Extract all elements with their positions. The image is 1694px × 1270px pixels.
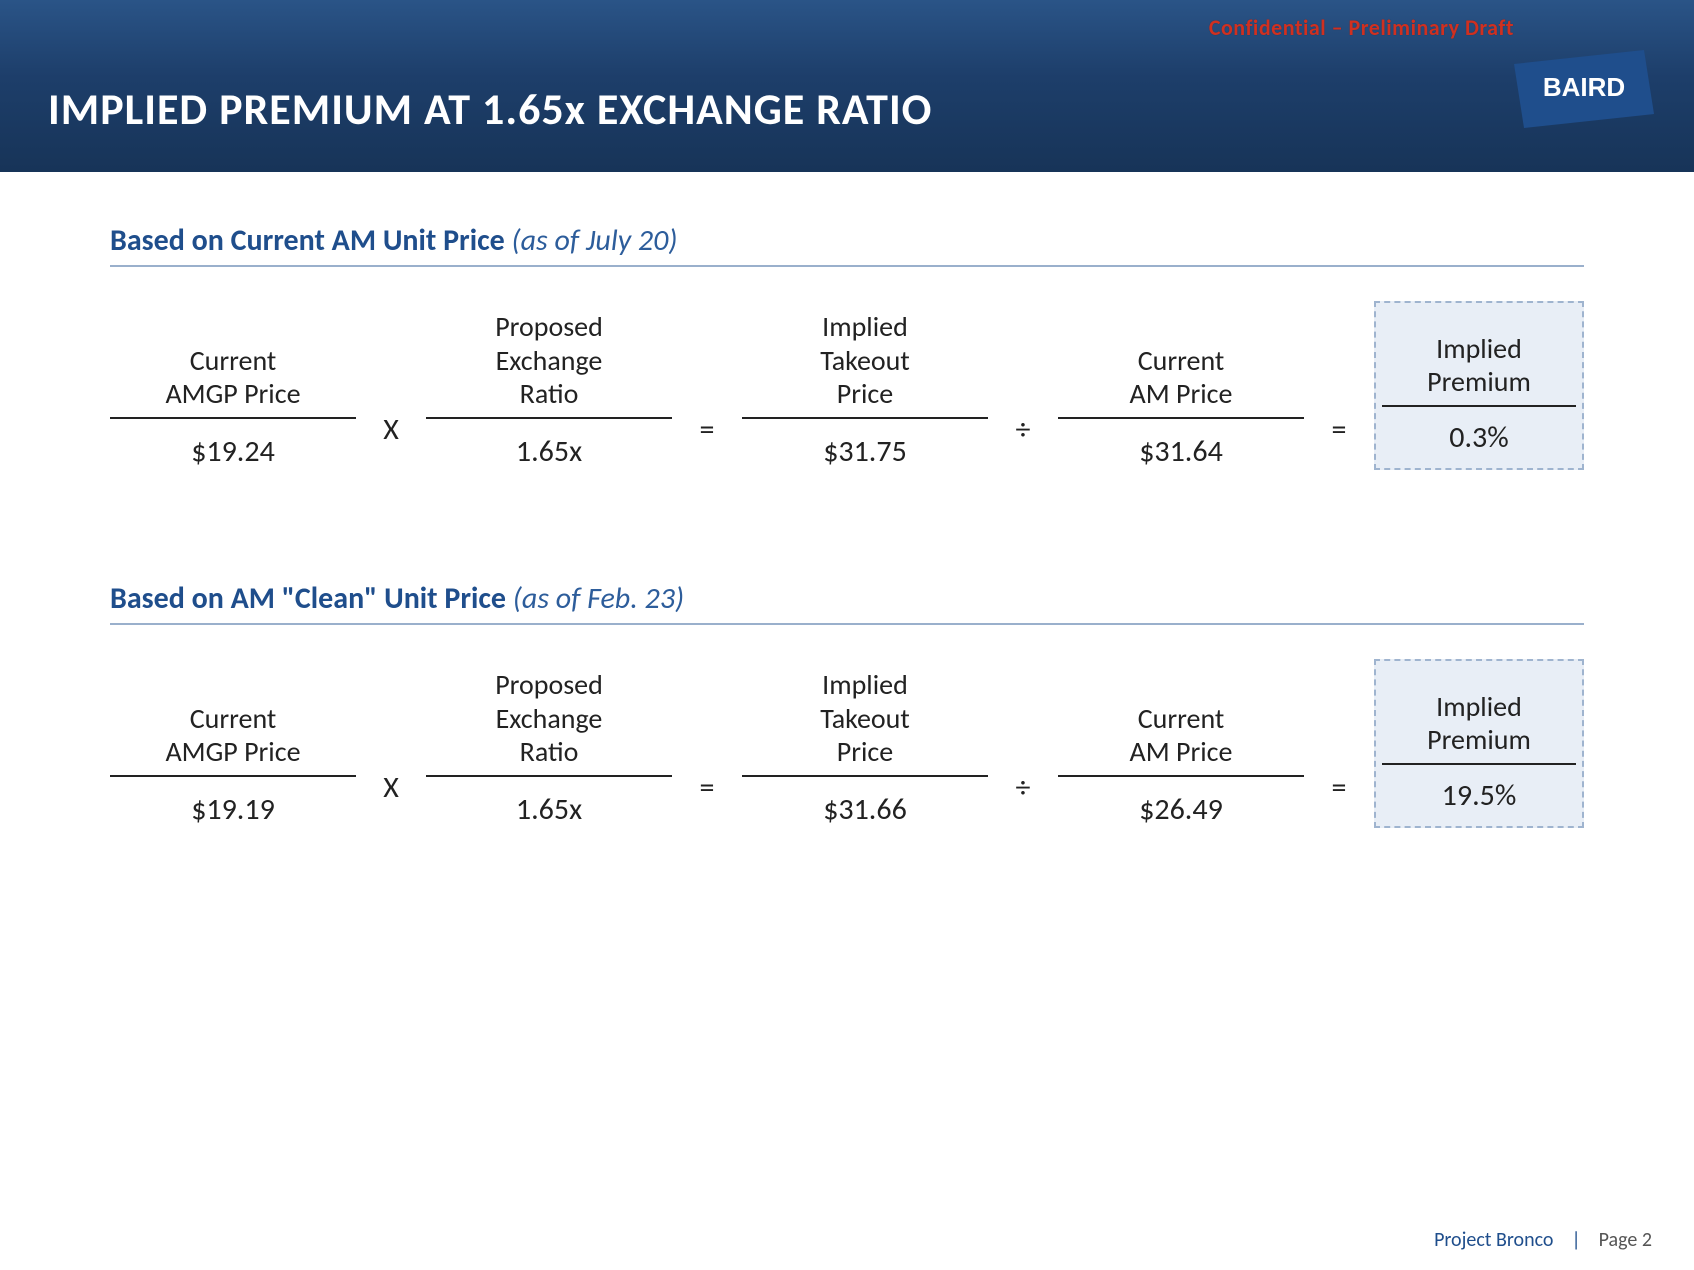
section-title-2-note: (as of Feb. 23) (513, 580, 684, 617)
op-eq2-1: = (1304, 301, 1374, 448)
val-amgp-price-1: $19.24 (110, 419, 356, 470)
hdr-ratio-2: Proposed Exchange Ratio (426, 668, 672, 777)
baird-logo: BAIRD (1514, 50, 1654, 128)
val-takeout-1: $31.75 (742, 419, 988, 470)
val-ratio-1: 1.65x (426, 419, 672, 470)
val-am-price-1: $31.64 (1058, 419, 1304, 470)
val-premium-2: 19.5% (1382, 765, 1576, 814)
footer-project: Project Bronco (1434, 1228, 1553, 1252)
section-title-1-main: Based on Current AM Unit Price (110, 222, 512, 259)
op-div-1: ÷ (988, 301, 1058, 448)
hdr-ratio-1: Proposed Exchange Ratio (426, 310, 672, 419)
op-times-1: X (356, 301, 426, 448)
cell-am-price-2: Current AM Price $26.49 (1058, 673, 1304, 828)
op-eq1-1: = (672, 301, 742, 448)
cell-amgp-price-1: Current AMGP Price $19.24 (110, 315, 356, 470)
hdr-amgp-price-1: Current AMGP Price (110, 315, 356, 419)
hdr-am-price-2: Current AM Price (1058, 673, 1304, 777)
cell-amgp-price-2: Current AMGP Price $19.19 (110, 673, 356, 828)
cell-ratio-2: Proposed Exchange Ratio 1.65x (426, 668, 672, 828)
footer-separator: | (1571, 1228, 1580, 1252)
val-ratio-2: 1.65x (426, 777, 672, 828)
baird-logo-text: BAIRD (1543, 72, 1625, 102)
op-eq1-2: = (672, 659, 742, 806)
hdr-amgp-price-2: Current AMGP Price (110, 673, 356, 777)
cell-premium-1: Implied Premium 0.3% (1374, 301, 1584, 470)
val-takeout-2: $31.66 (742, 777, 988, 828)
op-times-2: X (356, 659, 426, 806)
cell-takeout-2: Implied Takeout Price $31.66 (742, 668, 988, 828)
cell-ratio-1: Proposed Exchange Ratio 1.65x (426, 310, 672, 470)
op-eq2-2: = (1304, 659, 1374, 806)
calc-row-1: Current AMGP Price $19.24 X Proposed Exc… (110, 301, 1584, 470)
section-title-2-main: Based on AM "Clean" Unit Price (110, 580, 513, 617)
cell-takeout-1: Implied Takeout Price $31.75 (742, 310, 988, 470)
page-title: IMPLIED PREMIUM AT 1.65x EXCHANGE RATIO (48, 82, 932, 136)
header-banner: Confidential – Preliminary Draft IMPLIED… (0, 0, 1694, 172)
hdr-premium-1: Implied Premium (1382, 313, 1576, 407)
section-title-2: Based on AM "Clean" Unit Price (as of Fe… (110, 580, 1584, 625)
hdr-takeout-2: Implied Takeout Price (742, 668, 988, 777)
hdr-premium-2: Implied Premium (1382, 671, 1576, 765)
footer-page: Page 2 (1599, 1228, 1652, 1252)
confidential-watermark: Confidential – Preliminary Draft (1209, 14, 1514, 41)
hdr-takeout-1: Implied Takeout Price (742, 310, 988, 419)
val-am-price-2: $26.49 (1058, 777, 1304, 828)
slide-content: Based on Current AM Unit Price (as of Ju… (0, 172, 1694, 828)
val-amgp-price-2: $19.19 (110, 777, 356, 828)
slide-footer: Project Bronco | Page 2 (1434, 1228, 1652, 1252)
op-div-2: ÷ (988, 659, 1058, 806)
section-title-1: Based on Current AM Unit Price (as of Ju… (110, 222, 1584, 267)
val-premium-1: 0.3% (1382, 407, 1576, 456)
cell-premium-2: Implied Premium 19.5% (1374, 659, 1584, 828)
calc-row-2: Current AMGP Price $19.19 X Proposed Exc… (110, 659, 1584, 828)
hdr-am-price-1: Current AM Price (1058, 315, 1304, 419)
cell-am-price-1: Current AM Price $31.64 (1058, 315, 1304, 470)
section-title-1-note: (as of July 20) (512, 222, 678, 259)
